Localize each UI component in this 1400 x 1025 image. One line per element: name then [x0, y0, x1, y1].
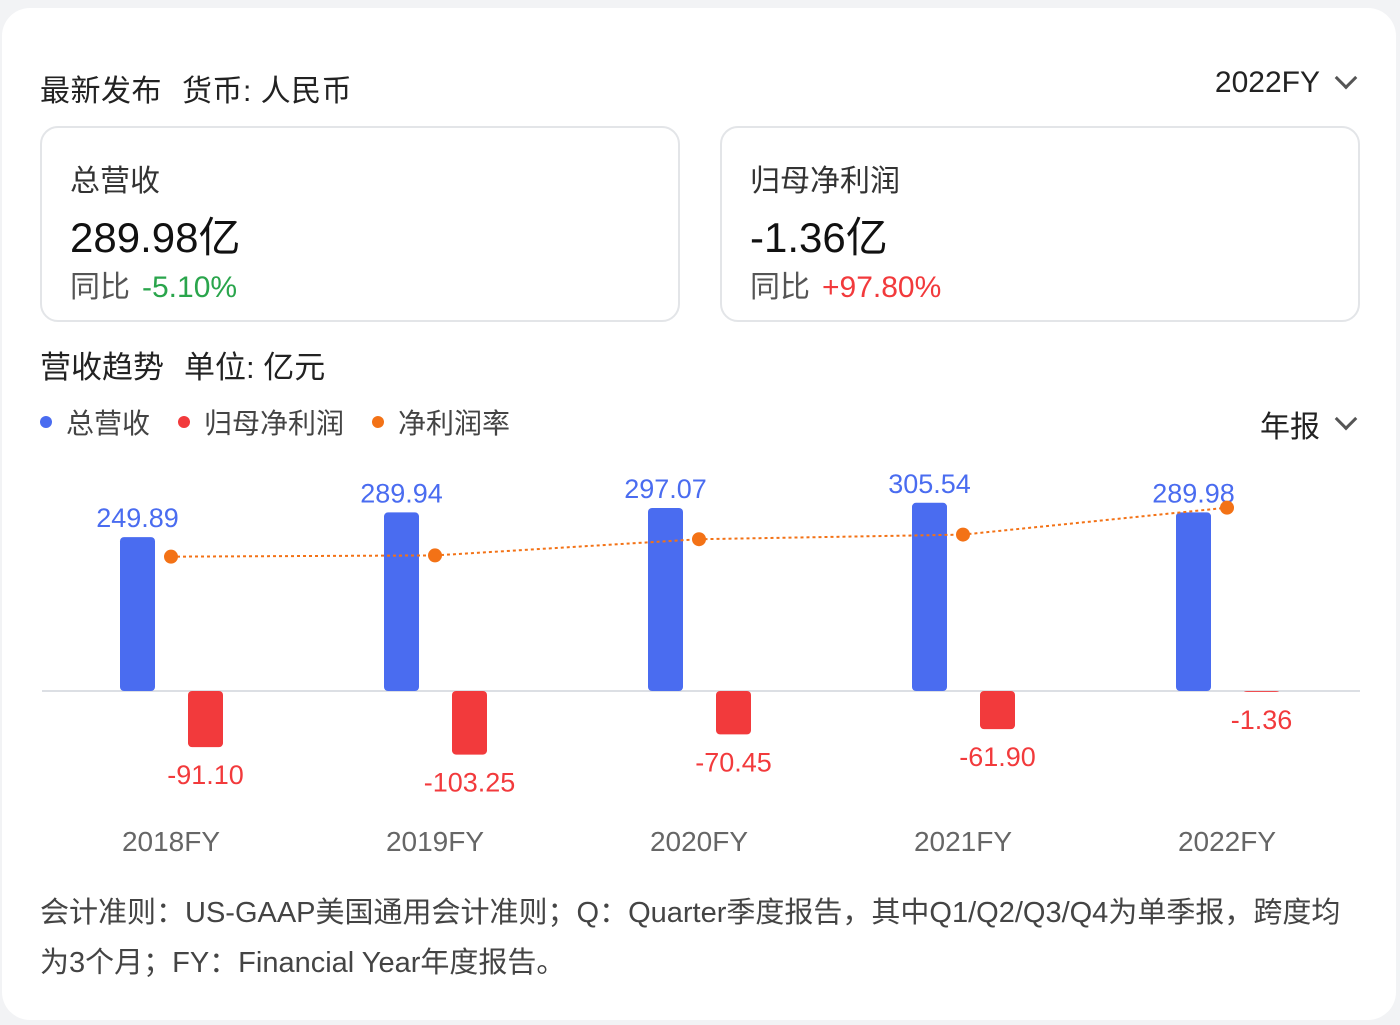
legend-dot-icon: [40, 416, 52, 428]
net-margin-point: [164, 549, 178, 564]
legend-label: 总营收: [66, 408, 151, 439]
net-profit-bar: [980, 691, 1015, 730]
net-profit-value-label: -91.10: [167, 760, 244, 790]
revenue-value-label: 289.94: [360, 478, 443, 508]
chevron-down-icon: [1334, 407, 1358, 431]
currency-label: 货币: 人民币: [182, 75, 353, 108]
trend-title-label: 营收趋势: [40, 350, 164, 385]
header-title: 最新发布 货币: 人民币: [40, 66, 352, 110]
net-profit-value-label: -70.45: [695, 747, 772, 777]
chevron-down-icon: [1334, 66, 1358, 90]
latest-release-label: 最新发布: [40, 75, 162, 108]
net-profit-bar: [452, 691, 487, 755]
legend-label: 归母净利润: [204, 408, 345, 439]
accounting-footnote: 会计准则：US-GAAP美国通用会计准则；Q：Quarter季度报告，其中Q1/…: [40, 897, 1341, 979]
net-profit-bar: [1244, 691, 1279, 692]
yoy-label: 同比: [70, 271, 130, 304]
x-axis-tick-label: 2020FY: [650, 826, 748, 857]
metric-yoy: 同比 +97.80%: [750, 262, 941, 306]
net-margin-line: [170, 506, 1228, 558]
report-period-dropdown[interactable]: 年报: [1260, 402, 1360, 446]
x-axis-tick-label: 2022FY: [1178, 826, 1276, 857]
net-profit-value-label: -103.25: [424, 768, 516, 798]
net-margin-point: [428, 548, 442, 563]
x-axis-tick-label: 2018FY: [122, 826, 220, 857]
metric-label: 归母净利润: [750, 165, 900, 198]
metric-card-net-profit[interactable]: 归母净利润 -1.36亿 同比 +97.80%: [720, 126, 1360, 322]
net-profit-bar: [188, 691, 223, 748]
chart-legend: 总营收 归母净利润 净利润率: [40, 402, 510, 442]
legend-label: 净利润率: [398, 408, 511, 439]
revenue-bar: [1176, 512, 1211, 691]
net-margin-point: [956, 527, 970, 542]
yoy-value: +97.80%: [822, 271, 942, 304]
x-axis-tick-label: 2021FY: [914, 826, 1012, 857]
trend-title: 营收趋势 单位: 亿元: [40, 342, 325, 387]
net-margin-point: [692, 532, 706, 547]
metric-value: -1.36亿: [750, 214, 888, 261]
yoy-value: -5.10%: [142, 271, 238, 304]
legend-dot-icon: [178, 416, 191, 428]
revenue-value-label: 249.89: [96, 503, 179, 533]
net-profit-value-label: -1.36: [1231, 705, 1293, 735]
metric-card-revenue[interactable]: 总营收 289.98亿 同比 -5.10%: [40, 126, 680, 322]
revenue-trend-chart: 249.89 -91.10 2018FY 289.94 -103.25 2019FY 297…: [42, 469, 1360, 857]
legend-item-net-margin[interactable]: 净利润率: [372, 402, 510, 442]
revenue-bar: [648, 508, 683, 691]
yoy-label: 同比: [750, 271, 810, 304]
revenue-value-label: 297.07: [624, 474, 707, 504]
metric-yoy: 同比 -5.10%: [70, 262, 237, 306]
revenue-value-label: 289.98: [1152, 478, 1235, 508]
net-profit-bar: [716, 691, 751, 735]
legend-item-net-profit[interactable]: 归母净利润: [178, 402, 344, 442]
revenue-bar: [120, 537, 155, 691]
trend-unit-label: 单位: 亿元: [184, 350, 326, 385]
legend-item-revenue[interactable]: 总营收: [40, 402, 150, 442]
fiscal-year-value: 2022FY: [1214, 66, 1320, 99]
metric-value: 289.98亿: [70, 214, 241, 261]
report-period-value: 年报: [1260, 411, 1320, 444]
revenue-bar: [912, 502, 947, 691]
revenue-value-label: 305.54: [888, 469, 971, 499]
net-margin-point: [1220, 500, 1234, 515]
legend-dot-icon: [372, 416, 385, 428]
metric-label: 总营收: [70, 165, 160, 198]
x-axis-tick-label: 2019FY: [386, 826, 484, 857]
fiscal-year-dropdown[interactable]: 2022FY: [1215, 66, 1360, 100]
net-profit-value-label: -61.90: [959, 742, 1036, 772]
latest-release-header: 最新发布 货币: 人民币 2022FY: [40, 66, 1360, 110]
revenue-bar: [384, 512, 419, 691]
